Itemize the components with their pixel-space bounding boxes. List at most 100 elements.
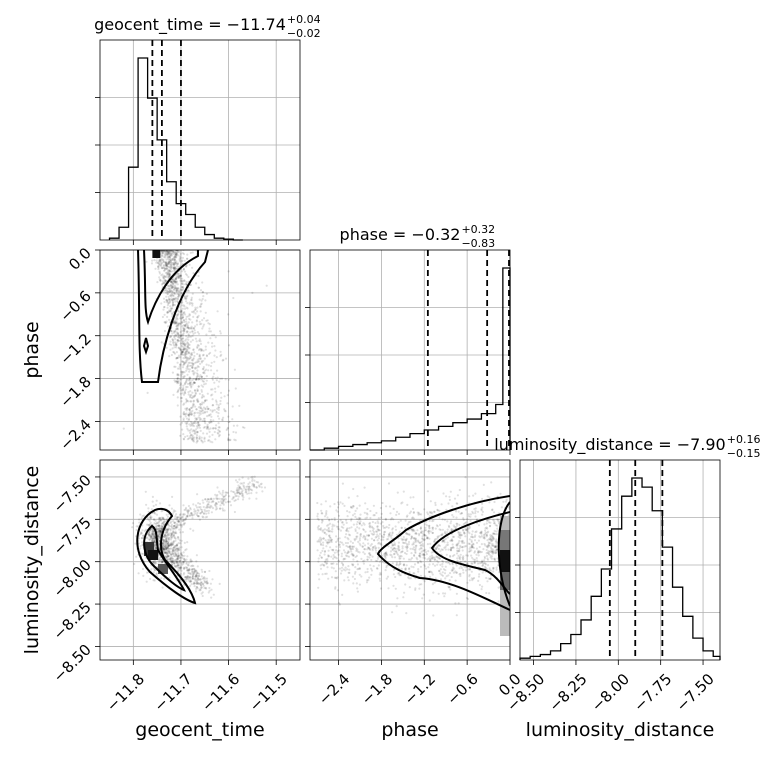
sample-point bbox=[451, 539, 454, 542]
sample-point bbox=[179, 275, 182, 278]
sample-point bbox=[183, 354, 186, 357]
sample-point bbox=[179, 572, 182, 576]
sample-point bbox=[181, 428, 184, 431]
sample-point bbox=[168, 255, 171, 259]
sample-point bbox=[383, 561, 386, 564]
sample-point bbox=[190, 362, 193, 365]
sample-point bbox=[202, 371, 205, 374]
sample-point bbox=[186, 257, 189, 260]
sample-point bbox=[188, 423, 191, 426]
sample-point bbox=[474, 492, 477, 495]
sample-point bbox=[167, 302, 170, 305]
sample-point bbox=[171, 290, 174, 293]
sample-point bbox=[478, 535, 481, 538]
sample-point bbox=[194, 366, 197, 369]
sample-point bbox=[413, 548, 416, 551]
sample-point bbox=[160, 561, 163, 564]
sample-point bbox=[423, 563, 426, 567]
sample-point bbox=[444, 565, 447, 568]
sample-point bbox=[495, 550, 498, 553]
sample-point bbox=[194, 392, 198, 395]
sample-point bbox=[180, 375, 183, 378]
sample-point bbox=[164, 529, 168, 532]
sample-point bbox=[438, 516, 441, 519]
sample-point bbox=[485, 534, 488, 537]
sample-point bbox=[400, 555, 403, 558]
sample-point bbox=[488, 542, 491, 545]
sample-point bbox=[328, 519, 331, 522]
sample-point bbox=[195, 378, 198, 381]
sample-point bbox=[218, 497, 221, 500]
sample-point bbox=[185, 422, 189, 425]
sample-point bbox=[176, 367, 180, 370]
sample-point bbox=[184, 415, 187, 418]
sample-point bbox=[185, 515, 188, 518]
sample-point bbox=[176, 563, 179, 567]
sample-point bbox=[190, 512, 193, 515]
sample-point bbox=[349, 540, 352, 543]
sample-point bbox=[334, 576, 337, 580]
sample-point bbox=[449, 588, 452, 591]
sample-point bbox=[166, 264, 169, 267]
sample-point bbox=[436, 508, 439, 511]
sample-point bbox=[165, 289, 168, 292]
sample-point bbox=[395, 510, 399, 513]
sample-point bbox=[202, 359, 205, 362]
sample-point bbox=[348, 545, 351, 548]
sample-point bbox=[346, 551, 349, 554]
sample-point bbox=[177, 554, 180, 557]
sample-point bbox=[200, 375, 203, 378]
sample-point bbox=[429, 559, 432, 562]
sample-point bbox=[187, 326, 190, 329]
sample-point bbox=[173, 331, 176, 334]
sample-point bbox=[335, 540, 338, 544]
sample-point bbox=[490, 549, 493, 552]
sample-point bbox=[170, 284, 173, 287]
sample-point bbox=[170, 307, 173, 310]
sample-point bbox=[352, 558, 355, 561]
sample-point bbox=[176, 262, 179, 265]
sample-point bbox=[456, 522, 459, 525]
sample-point bbox=[492, 532, 495, 535]
sample-point bbox=[362, 522, 365, 525]
sample-point bbox=[190, 296, 193, 299]
sample-point bbox=[492, 550, 495, 553]
sample-point bbox=[181, 252, 184, 255]
sample-point bbox=[195, 582, 198, 585]
sample-point bbox=[329, 536, 332, 540]
sample-point bbox=[187, 569, 190, 572]
sample-point bbox=[151, 539, 154, 542]
sample-point bbox=[356, 560, 359, 563]
sample-point bbox=[444, 545, 447, 549]
sample-point bbox=[414, 550, 417, 553]
sample-point bbox=[176, 519, 179, 522]
sample-point bbox=[169, 285, 172, 288]
sample-point bbox=[208, 589, 211, 592]
sample-point bbox=[188, 382, 192, 385]
sample-point bbox=[168, 355, 171, 358]
sample-point bbox=[363, 544, 367, 547]
sample-point bbox=[172, 520, 175, 523]
sample-point bbox=[174, 277, 177, 280]
sample-point bbox=[366, 534, 369, 537]
sample-point bbox=[385, 577, 388, 580]
sample-point bbox=[197, 406, 200, 409]
sample-point bbox=[361, 545, 364, 548]
sample-point bbox=[241, 489, 244, 492]
sample-point bbox=[167, 544, 171, 547]
sample-point bbox=[323, 531, 326, 535]
sample-point bbox=[169, 542, 172, 546]
sample-point bbox=[346, 576, 349, 579]
sample-point bbox=[156, 521, 159, 524]
sample-point bbox=[451, 555, 455, 558]
sample-point bbox=[457, 510, 460, 513]
sample-point bbox=[173, 517, 177, 520]
sample-point bbox=[164, 291, 168, 294]
sample-point bbox=[157, 531, 160, 534]
sample-point bbox=[233, 499, 236, 502]
sample-point bbox=[392, 568, 395, 572]
sample-point bbox=[385, 551, 388, 554]
sample-point bbox=[393, 552, 396, 555]
sample-point bbox=[187, 419, 190, 422]
sample-point bbox=[165, 535, 168, 538]
